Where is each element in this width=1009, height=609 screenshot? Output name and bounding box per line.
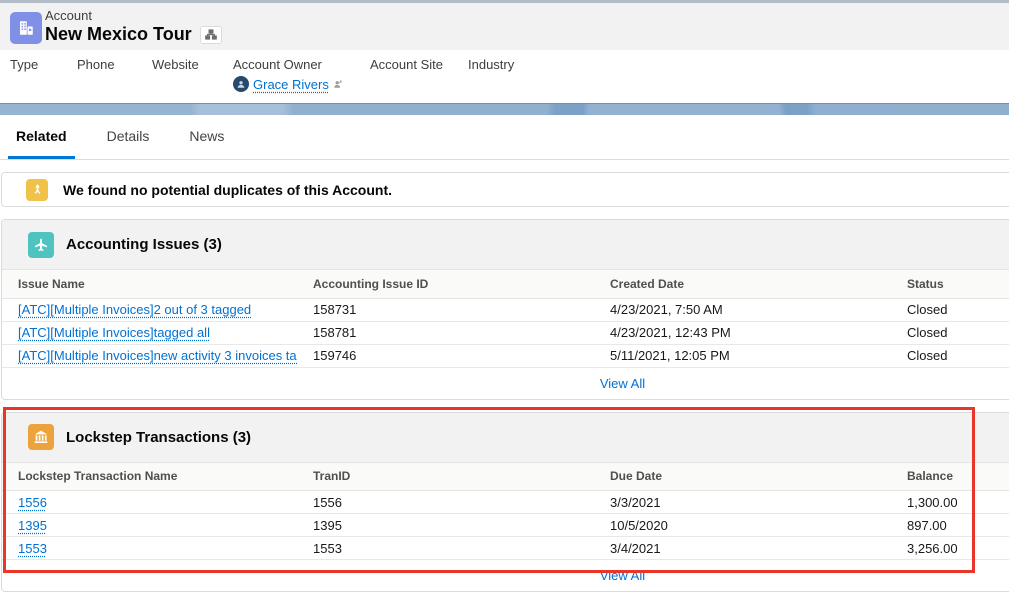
cell-created-date: 4/23/2021, 7:50 AM [594,298,891,322]
owner-link[interactable]: Grace Rivers [253,76,329,92]
accounting-issues-table: Issue Name Accounting Issue ID Created D… [2,270,1009,368]
cell-created-date: 5/11/2021, 12:05 PM [594,344,891,368]
tab-news[interactable]: News [189,127,225,144]
field-account-owner: Account Owner Grace Rivers [233,56,370,103]
view-all-link[interactable]: View All [599,568,646,583]
cell-due-date: 3/4/2021 [594,536,891,560]
col-accounting-issue-id[interactable]: Accounting Issue ID [297,270,594,299]
accounting-issues-title: Accounting Issues (3) [66,236,222,253]
col-transaction-name[interactable]: Lockstep Transaction Name [2,462,297,491]
related-list-lockstep-transactions: Lockstep Transactions (3) Lockstep Trans… [1,411,1009,592]
field-industry-label: Industry [468,57,515,72]
table-row: [ATC][Multiple Invoices]2 out of 3 tagge… [2,298,1009,322]
transaction-link[interactable]: 1395 [18,517,47,533]
accounting-issues-header: Accounting Issues (3) [2,220,1009,270]
duplicates-notice-card: We found no potential duplicates of this… [1,172,1009,207]
lockstep-transactions-table: Lockstep Transaction Name TranID Due Dat… [2,462,1009,560]
cell-issue-id: 159746 [297,344,594,368]
transaction-link[interactable]: 1553 [18,540,47,556]
owner-avatar [233,76,249,92]
top-border-line [0,0,1009,3]
field-type: Type [10,56,77,103]
record-name: New Mexico Tour [45,24,192,44]
table-row: [ATC][Multiple Invoices]tagged all 15878… [2,321,1009,345]
cell-balance: 3,256.00 [891,536,1009,560]
field-account-owner-label: Account Owner [233,57,322,72]
related-list-accounting-issues: Accounting Issues (3) Issue Name Account… [1,219,1009,400]
cell-due-date: 10/5/2020 [594,513,891,537]
table-row: [ATC][Multiple Invoices]new activity 3 i… [2,344,1009,368]
lockstep-transactions-view-all: View All [2,560,1009,591]
field-website: Website [152,56,233,103]
cell-balance: 1,300.00 [891,490,1009,514]
field-phone-label: Phone [77,57,115,72]
col-tranid[interactable]: TranID [297,462,594,491]
accounting-issues-view-all: View All [2,368,1009,399]
table-row: 1395 1395 10/5/2020 897.00 [2,513,1009,537]
tab-details[interactable]: Details [106,127,150,144]
record-tabs: Related Details News [0,115,1009,160]
col-status[interactable]: Status [891,270,1009,299]
cell-issue-id: 158781 [297,321,594,345]
col-balance[interactable]: Balance [891,462,1009,491]
airplane-icon [28,231,54,258]
lockstep-transactions-header: Lockstep Transactions (3) [2,412,1009,463]
view-all-link[interactable]: View All [599,375,646,391]
change-owner-icon[interactable] [333,79,343,89]
col-created-date[interactable]: Created Date [594,270,891,299]
cell-tranid: 1553 [297,536,594,560]
cell-issue-id: 158731 [297,298,594,322]
cell-status: Closed [891,298,1009,322]
table-row: 1556 1556 3/3/2021 1,300.00 [2,490,1009,514]
issue-link[interactable]: [ATC][Multiple Invoices]new activity 3 i… [18,348,297,363]
cell-created-date: 4/23/2021, 12:43 PM [594,321,891,345]
table-header-row: Lockstep Transaction Name TranID Due Dat… [2,462,1009,491]
table-header-row: Issue Name Accounting Issue ID Created D… [2,270,1009,299]
tab-related[interactable]: Related [8,115,75,159]
table-row: 1553 1553 3/4/2021 3,256.00 [2,536,1009,560]
issue-link[interactable]: [ATC][Multiple Invoices]tagged all [18,325,210,340]
record-header: Account New Mexico Tour [0,3,1009,50]
lockstep-transactions-title: Lockstep Transactions (3) [66,428,252,446]
field-account-site: Account Site [370,56,468,103]
field-phone: Phone [77,56,152,103]
cell-tranid: 1395 [297,513,594,537]
bank-icon [28,424,54,450]
field-type-label: Type [10,57,39,72]
highlights-panel: Type Phone Website Account Owner [0,50,1009,103]
decorative-banner [0,103,1009,115]
field-website-label: Website [152,57,199,72]
cell-due-date: 3/3/2021 [594,490,891,514]
issue-link[interactable]: [ATC][Multiple Invoices]2 out of 3 tagge… [18,302,252,317]
col-issue-name[interactable]: Issue Name [2,270,297,299]
transaction-link[interactable]: 1556 [18,494,47,510]
field-account-site-label: Account Site [370,57,443,72]
cell-status: Closed [891,321,1009,345]
account-object-icon [10,12,42,44]
duplicate-merge-icon [26,178,48,201]
cell-tranid: 1556 [297,490,594,514]
col-due-date[interactable]: Due Date [594,462,891,491]
duplicates-message: We found no potential duplicates of this… [63,181,392,198]
hierarchy-icon[interactable] [199,25,222,44]
field-industry: Industry [468,56,1009,103]
object-label: Account [45,8,92,23]
cell-balance: 897.00 [891,513,1009,537]
cell-status: Closed [891,344,1009,368]
